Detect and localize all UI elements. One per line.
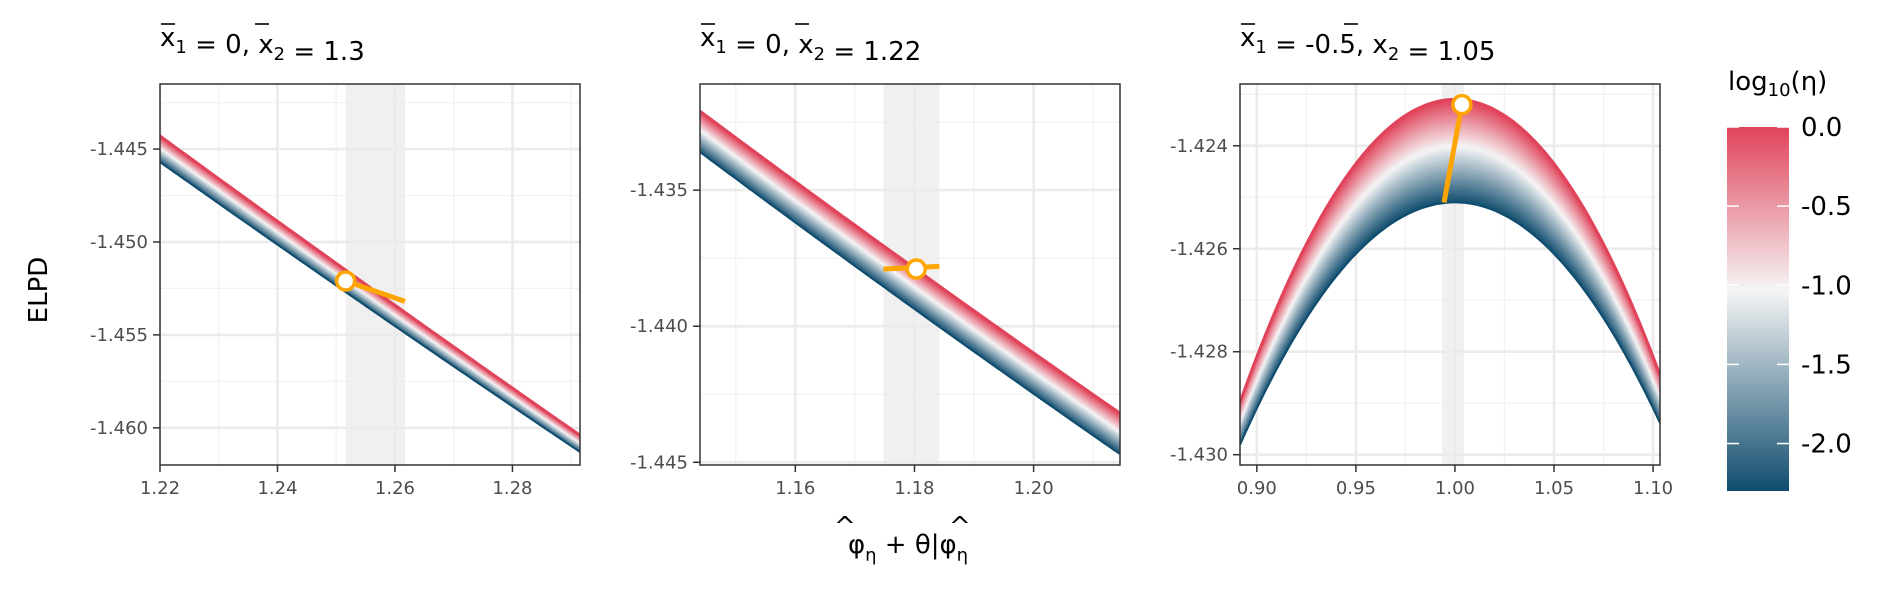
colorbar-tick-label: -1.0 — [1801, 271, 1852, 301]
x-tick-label: 1.28 — [492, 478, 532, 499]
x-tick-label: 1.20 — [1014, 478, 1054, 499]
colorbar — [1727, 127, 1789, 491]
x-tick-label: 1.16 — [775, 478, 815, 499]
legend-title: log10(η) — [1728, 67, 1827, 101]
x-tick-label: 1.26 — [375, 478, 415, 499]
legend: log10(η) 0.0 -0.5 -1.0 -1.5 -2.0 — [1727, 67, 1852, 491]
panel-title: x1 = -0.5, x2 = 1.05 — [1240, 23, 1495, 67]
optimum-path — [1441, 104, 1465, 203]
xlabel-mid: + θ| — [877, 530, 940, 560]
y-tick-label: -1.455 — [90, 325, 148, 346]
x-tick-label: 1.05 — [1534, 478, 1574, 499]
colorbar-tick-label: -0.5 — [1801, 192, 1852, 222]
y-tick-label: -1.424 — [1170, 136, 1228, 157]
x-tick-label: 1.24 — [257, 478, 297, 499]
y-tick-label: -1.435 — [630, 180, 688, 201]
panel-title: x1 = 0, x2 = 1.22 — [700, 23, 921, 67]
x-tick-label: 1.18 — [894, 478, 934, 499]
colorbar-tick-label: -1.5 — [1801, 350, 1852, 380]
panel-border — [159, 83, 581, 466]
x-tick-label: 0.90 — [1237, 478, 1277, 499]
x-tick-label: 1.22 — [140, 478, 180, 499]
y-axis-title: ELPD — [24, 257, 54, 324]
y-tick-label: -1.440 — [630, 316, 688, 337]
y-tick-label: -1.445 — [90, 139, 148, 160]
x-tick-label: 1.00 — [1435, 478, 1475, 499]
y-tick-label: -1.426 — [1170, 239, 1228, 260]
curve-eta-min — [700, 151, 1120, 455]
y-tick-label: -1.460 — [90, 418, 148, 439]
curve-eta-min — [160, 161, 580, 453]
xlabel-phi: φ — [848, 530, 865, 560]
optimum-marker — [905, 258, 928, 280]
xlabel-sub2: η — [957, 545, 968, 566]
panel-title: x1 = 0, x2 = 1.3 — [160, 23, 365, 67]
optimum-marker — [1451, 93, 1473, 116]
svg-text:φη + θ|φη: φη + θ|φη — [848, 530, 968, 566]
curve-eta-max — [1240, 98, 1660, 404]
colorbar-tick-label: 0.0 — [1801, 113, 1842, 143]
panel-3: x1 = -0.5, x2 = 1.05 0.90 0.95 1.00 1.05 1.10… — [1170, 23, 1673, 499]
xlabel-hat-1: ^ — [834, 512, 856, 542]
curve-eta-min — [1240, 201, 1660, 446]
panels: x1 = 0, x2 = 1.3 1.22 1.24 1.26 1.28 -1.445 -1… — [90, 23, 1673, 499]
y-tick-label: -1.428 — [1170, 342, 1228, 363]
optimum-marker — [334, 270, 357, 292]
x-tick-label: 1.10 — [1633, 478, 1673, 499]
shaded-interval — [345, 84, 405, 465]
x-tick-label: 0.95 — [1336, 478, 1376, 499]
xlabel-hat-2: ^ — [949, 512, 971, 542]
colorbar-tick-label: -2.0 — [1801, 430, 1852, 460]
xlabel-sub: η — [865, 545, 876, 566]
x-axis-title: φη + θ|φη ^ ^ — [834, 512, 971, 566]
xlabel-phi2: φ — [939, 530, 956, 560]
panel-border — [699, 83, 1121, 466]
panel-border — [1239, 83, 1661, 466]
y-tick-label: -1.430 — [1170, 445, 1228, 466]
panel-2: x1 = 0, x2 = 1.22 1.16 1.18 1.20 -1.435 -1.44… — [630, 23, 1121, 499]
panel-1: x1 = 0, x2 = 1.3 1.22 1.24 1.26 1.28 -1.445 -1… — [90, 23, 581, 499]
y-tick-label: -1.450 — [90, 232, 148, 253]
y-tick-label: -1.445 — [630, 452, 688, 473]
